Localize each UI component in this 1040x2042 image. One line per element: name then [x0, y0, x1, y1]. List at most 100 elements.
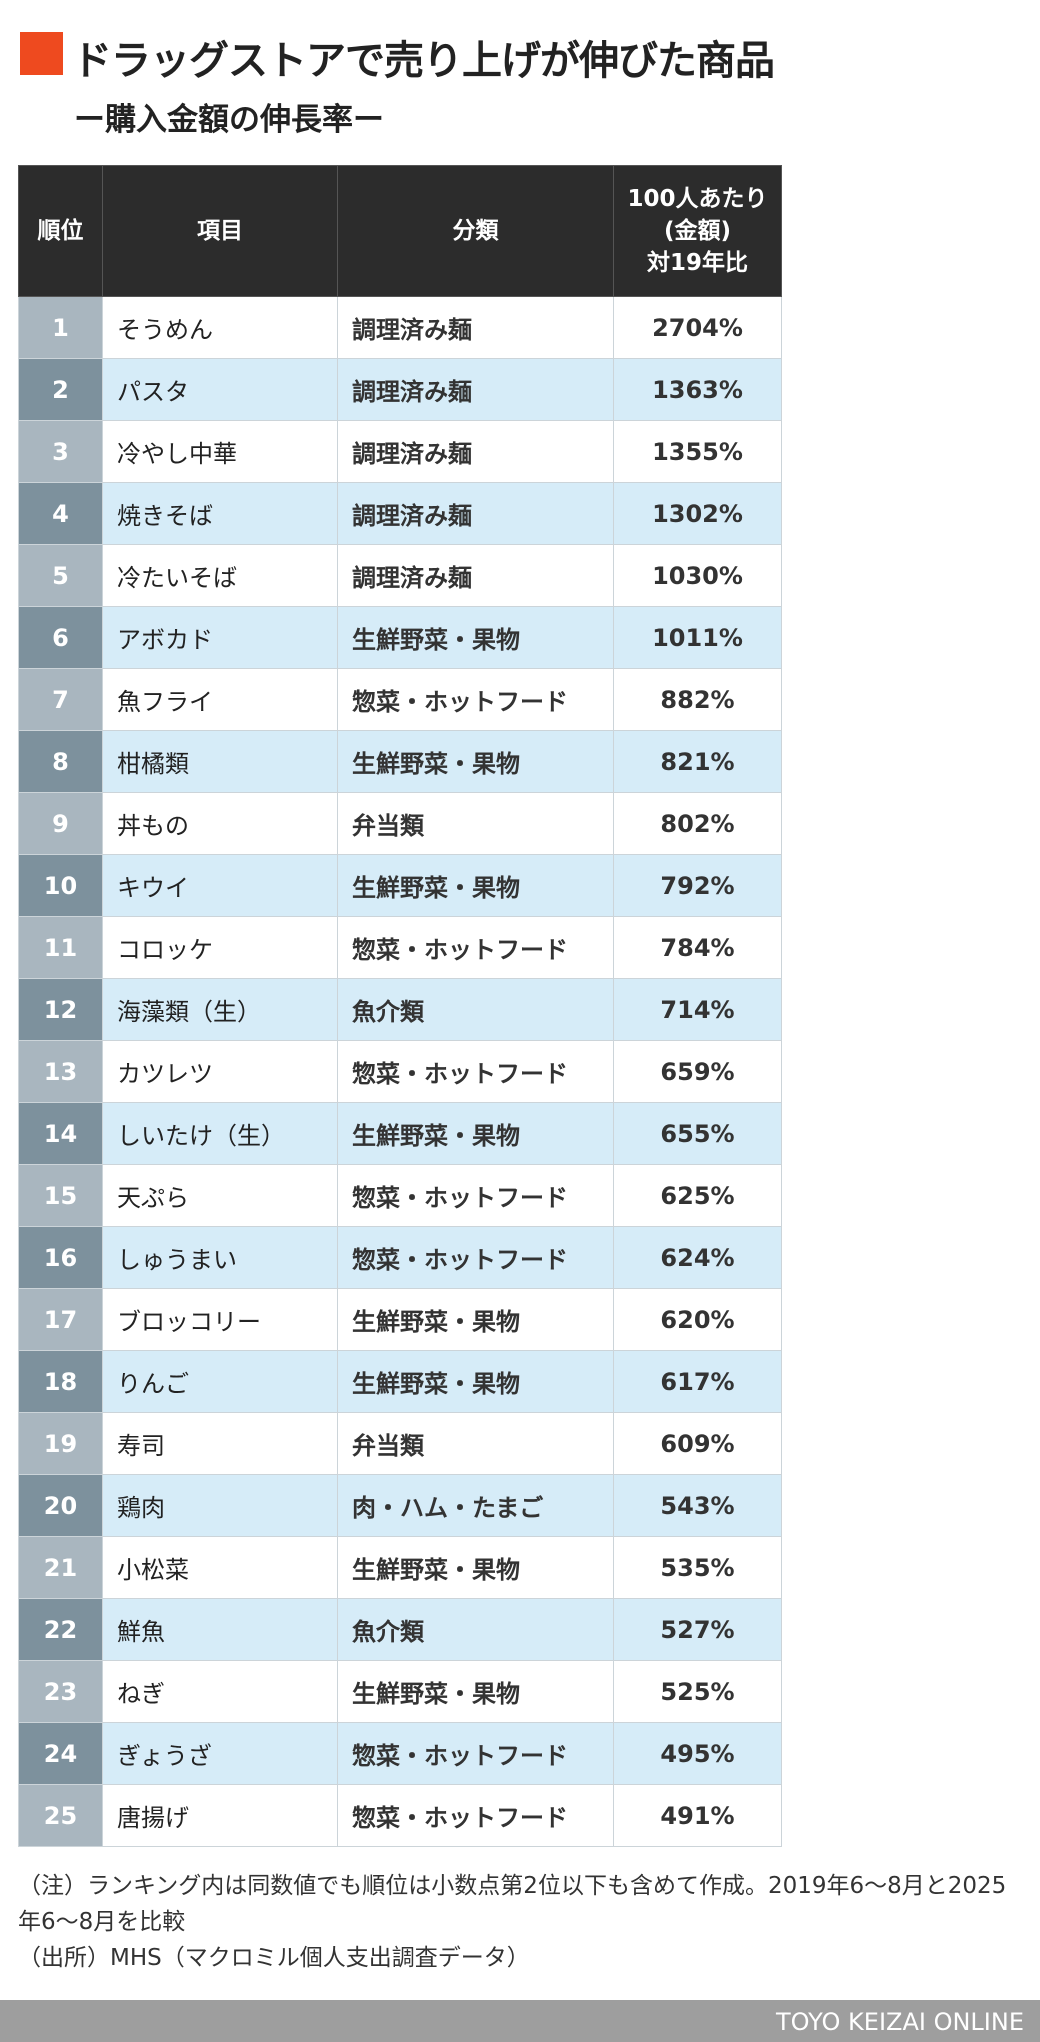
- table-row: 24 ぎょうざ 惣菜・ホットフード 495%: [18, 1722, 782, 1785]
- rank-cell: 4: [18, 482, 103, 545]
- item-cell: 鮮魚: [102, 1598, 338, 1661]
- value-cell: 1030%: [613, 544, 782, 607]
- item-cell: アボカド: [102, 606, 338, 669]
- category-cell: 弁当類: [337, 792, 614, 855]
- rank-cell: 2: [18, 358, 103, 421]
- rank-cell: 18: [18, 1350, 103, 1413]
- rank-cell: 10: [18, 854, 103, 917]
- table-row: 25 唐揚げ 惣菜・ホットフード 491%: [18, 1784, 782, 1847]
- item-cell: ぎょうざ: [102, 1722, 338, 1785]
- title: ドラッグストアで売り上げが伸びた商品: [72, 38, 775, 84]
- column-header-line: 100人あたり: [627, 186, 768, 212]
- note: （出所）MHS（マクロミル個人支出調査データ）: [18, 1945, 530, 1971]
- rank-cell: 12: [18, 978, 103, 1041]
- rank-cell: 3: [18, 420, 103, 483]
- table-row: 5 冷たいそば 調理済み麺 1030%: [18, 544, 782, 607]
- value-cell: 609%: [613, 1412, 782, 1475]
- table-row: 19 寿司 弁当類 609%: [18, 1412, 782, 1475]
- category-cell: 生鮮野菜・果物: [337, 730, 614, 793]
- rank-cell: 22: [18, 1598, 103, 1661]
- value-cell: 784%: [613, 916, 782, 979]
- table-row: 23 ねぎ 生鮮野菜・果物 525%: [18, 1660, 782, 1723]
- column-header: 項目: [102, 165, 338, 297]
- table-row: 17 ブロッコリー 生鮮野菜・果物 620%: [18, 1288, 782, 1351]
- value-cell: 714%: [613, 978, 782, 1041]
- footer: TOYO KEIZAI ONLINE: [0, 2000, 1040, 2042]
- note: （注）ランキング内は同数値でも順位は小数点第2位以下も含めて作成。2019年6～…: [18, 1873, 1007, 1935]
- table-row: 13 カツレツ 惣菜・ホットフード 659%: [18, 1040, 782, 1103]
- value-cell: 655%: [613, 1102, 782, 1165]
- category-cell: 肉・ハム・たまご: [337, 1474, 614, 1537]
- column-header-line: (金額): [663, 218, 732, 244]
- category-cell: 惣菜・ホットフード: [337, 1226, 614, 1289]
- category-cell: 生鮮野菜・果物: [337, 1288, 614, 1351]
- rank-cell: 5: [18, 544, 103, 607]
- table-row: 20 鶏肉 肉・ハム・たまご 543%: [18, 1474, 782, 1537]
- table-row: 1 そうめん 調理済み麺 2704%: [18, 296, 782, 359]
- notes: （注）ランキング内は同数値でも順位は小数点第2位以下も含めて作成。2019年6～…: [18, 1868, 1018, 1976]
- category-cell: 惣菜・ホットフード: [337, 668, 614, 731]
- rank-cell: 16: [18, 1226, 103, 1289]
- rank-cell: 7: [18, 668, 103, 731]
- value-cell: 1302%: [613, 482, 782, 545]
- table-row: 10 キウイ 生鮮野菜・果物 792%: [18, 854, 782, 917]
- rank-cell: 8: [18, 730, 103, 793]
- item-cell: りんご: [102, 1350, 338, 1413]
- value-cell: 495%: [613, 1722, 782, 1785]
- category-cell: 惣菜・ホットフード: [337, 1784, 614, 1847]
- rank-cell: 21: [18, 1536, 103, 1599]
- ranking-table: 順位 項目 分類 100人あたり (金額) 対19年比 1 そうめん 調理済み麺 2704% 2 パス…: [18, 165, 782, 1847]
- category-cell: 惣菜・ホットフード: [337, 1722, 614, 1785]
- item-cell: しゅうまい: [102, 1226, 338, 1289]
- value-cell: 1355%: [613, 420, 782, 483]
- value-cell: 802%: [613, 792, 782, 855]
- category-cell: 生鮮野菜・果物: [337, 854, 614, 917]
- category-cell: 惣菜・ホットフード: [337, 1164, 614, 1227]
- value-cell: 535%: [613, 1536, 782, 1599]
- category-cell: 生鮮野菜・果物: [337, 1102, 614, 1165]
- table-row: 12 海藻類（生） 魚介類 714%: [18, 978, 782, 1041]
- table-row: 15 天ぷら 惣菜・ホットフード 625%: [18, 1164, 782, 1227]
- rank-cell: 17: [18, 1288, 103, 1351]
- category-cell: 調理済み麺: [337, 420, 614, 483]
- header-row: 順位 項目 分類 100人あたり (金額) 対19年比: [18, 165, 782, 297]
- category-cell: 弁当類: [337, 1412, 614, 1475]
- item-cell: 唐揚げ: [102, 1784, 338, 1847]
- category-cell: 惣菜・ホットフード: [337, 916, 614, 979]
- value-cell: 617%: [613, 1350, 782, 1413]
- table-row: 14 しいたけ（生） 生鮮野菜・果物 655%: [18, 1102, 782, 1165]
- item-cell: カツレツ: [102, 1040, 338, 1103]
- item-cell: ねぎ: [102, 1660, 338, 1723]
- category-cell: 生鮮野菜・果物: [337, 1660, 614, 1723]
- column-header-line: 対19年比: [646, 250, 748, 276]
- column-header: 100人あたり (金額) 対19年比: [613, 165, 782, 297]
- table-row: 18 りんご 生鮮野菜・果物 617%: [18, 1350, 782, 1413]
- rank-cell: 13: [18, 1040, 103, 1103]
- value-cell: 821%: [613, 730, 782, 793]
- value-cell: 2704%: [613, 296, 782, 359]
- item-cell: そうめん: [102, 296, 338, 359]
- value-cell: 624%: [613, 1226, 782, 1289]
- table-row: 11 コロッケ 惣菜・ホットフード 784%: [18, 916, 782, 979]
- value-cell: 792%: [613, 854, 782, 917]
- table-row: 7 魚フライ 惣菜・ホットフード 882%: [18, 668, 782, 731]
- item-cell: 天ぷら: [102, 1164, 338, 1227]
- item-cell: 丼もの: [102, 792, 338, 855]
- item-cell: 焼きそば: [102, 482, 338, 545]
- rank-cell: 25: [18, 1784, 103, 1847]
- table-row: 22 鮮魚 魚介類 527%: [18, 1598, 782, 1661]
- value-cell: 1011%: [613, 606, 782, 669]
- rank-cell: 14: [18, 1102, 103, 1165]
- item-cell: 柑橘類: [102, 730, 338, 793]
- category-cell: 調理済み麺: [337, 358, 614, 421]
- item-cell: 鶏肉: [102, 1474, 338, 1537]
- rank-cell: 23: [18, 1660, 103, 1723]
- item-cell: パスタ: [102, 358, 338, 421]
- table-row: 9 丼もの 弁当類 802%: [18, 792, 782, 855]
- value-cell: 882%: [613, 668, 782, 731]
- item-cell: 海藻類（生）: [102, 978, 338, 1041]
- rank-cell: 19: [18, 1412, 103, 1475]
- table-row: 8 柑橘類 生鮮野菜・果物 821%: [18, 730, 782, 793]
- item-cell: しいたけ（生）: [102, 1102, 338, 1165]
